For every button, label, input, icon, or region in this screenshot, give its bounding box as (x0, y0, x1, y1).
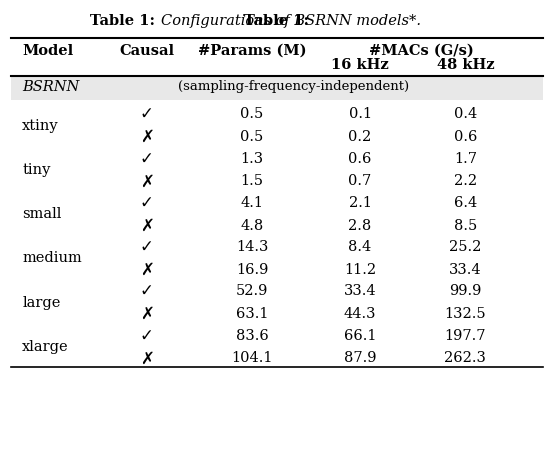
Text: 6.4: 6.4 (454, 196, 477, 210)
Text: ✓: ✓ (140, 282, 154, 300)
Text: 262.3: 262.3 (444, 351, 486, 366)
Text: 0.6: 0.6 (348, 151, 372, 166)
Text: 2.1: 2.1 (348, 196, 372, 210)
Text: 16 kHz: 16 kHz (331, 58, 389, 72)
Text: 1.5: 1.5 (240, 174, 264, 188)
Text: 33.4: 33.4 (449, 263, 481, 277)
Text: 16.9: 16.9 (236, 263, 268, 277)
Text: xlarge: xlarge (22, 340, 69, 354)
Text: 1.3: 1.3 (240, 151, 264, 166)
Text: small: small (22, 207, 61, 221)
Text: ✗: ✗ (140, 172, 154, 190)
Text: tiny: tiny (22, 163, 50, 177)
Text: Causal: Causal (119, 44, 175, 58)
Text: 52.9: 52.9 (236, 284, 268, 298)
Text: ✓: ✓ (140, 194, 154, 212)
Text: 4.8: 4.8 (240, 218, 264, 233)
Text: Table 1:: Table 1: (90, 14, 155, 29)
Text: 0.1: 0.1 (348, 107, 372, 121)
Text: #Params (M): #Params (M) (198, 44, 306, 58)
Text: 104.1: 104.1 (232, 351, 273, 366)
Text: 44.3: 44.3 (344, 307, 376, 321)
Text: 8.5: 8.5 (454, 218, 477, 233)
Text: 0.6: 0.6 (454, 130, 477, 144)
Text: 4.1: 4.1 (240, 196, 264, 210)
Text: xtiny: xtiny (22, 119, 59, 133)
Text: Table 1:: Table 1: (244, 14, 310, 29)
Text: 87.9: 87.9 (344, 351, 376, 366)
Text: 66.1: 66.1 (344, 328, 376, 343)
Text: ✓: ✓ (140, 238, 154, 256)
Text: 197.7: 197.7 (445, 328, 486, 343)
Text: 2.8: 2.8 (348, 218, 372, 233)
Text: ✓: ✓ (140, 327, 154, 345)
Text: ✗: ✗ (140, 128, 154, 146)
Text: 8.4: 8.4 (348, 240, 372, 254)
Text: 63.1: 63.1 (236, 307, 268, 321)
Text: 11.2: 11.2 (344, 263, 376, 277)
Text: ✗: ✗ (140, 217, 154, 235)
Text: medium: medium (22, 251, 82, 266)
Text: 0.2: 0.2 (348, 130, 372, 144)
Text: 0.4: 0.4 (454, 107, 477, 121)
Text: ✓: ✓ (140, 149, 154, 168)
Text: large: large (22, 296, 60, 310)
Text: #MACs (G/s): #MACs (G/s) (368, 44, 474, 58)
Text: 2.2: 2.2 (454, 174, 477, 188)
Text: ✗: ✗ (140, 349, 154, 367)
Text: 83.6: 83.6 (235, 328, 269, 343)
Text: ✓: ✓ (140, 105, 154, 123)
Text: 14.3: 14.3 (236, 240, 268, 254)
Bar (11, 75, 543, 99)
Text: 33.4: 33.4 (344, 284, 376, 298)
Text: 132.5: 132.5 (444, 307, 486, 321)
Text: 25.2: 25.2 (449, 240, 481, 254)
Text: 0.7: 0.7 (348, 174, 372, 188)
Text: ✗: ✗ (140, 305, 154, 323)
Text: 0.5: 0.5 (240, 130, 264, 144)
Text: 48 kHz: 48 kHz (437, 58, 494, 72)
Text: 1.7: 1.7 (454, 151, 477, 166)
Text: 0.5: 0.5 (240, 107, 264, 121)
Text: Model: Model (22, 44, 74, 58)
Text: BSRNN: BSRNN (22, 79, 79, 94)
Text: Configurations of BSRNN models*.: Configurations of BSRNN models*. (161, 14, 420, 29)
Text: 99.9: 99.9 (449, 284, 481, 298)
Text: (sampling-frequency-independent): (sampling-frequency-independent) (178, 80, 409, 93)
Text: ✗: ✗ (140, 261, 154, 279)
